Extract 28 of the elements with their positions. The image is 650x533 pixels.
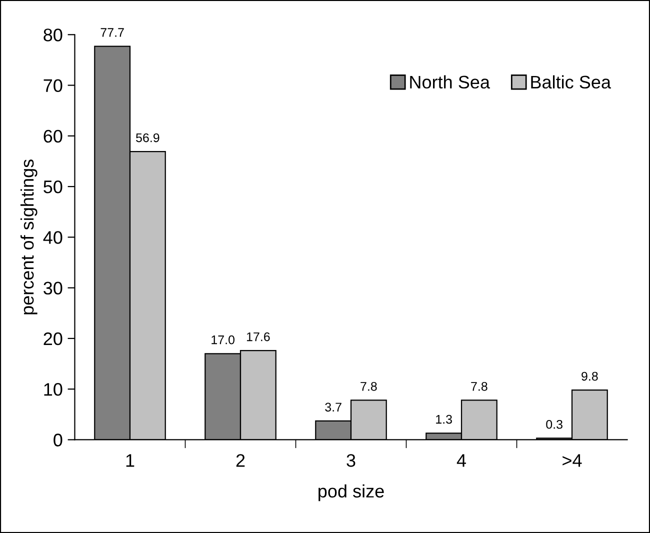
x-tick-label: 4 (456, 454, 466, 467)
data-label: 1.3 (436, 414, 452, 424)
data-label: 7.8 (360, 382, 377, 391)
data-label: 17.6 (246, 332, 270, 342)
data-label: 9.8 (582, 372, 598, 381)
legend-label: Baltic Sea (531, 75, 611, 89)
data-label: 77.7 (100, 28, 124, 37)
y-axis-title: percent of sightings (20, 160, 38, 314)
y-tick-label: 0 (54, 434, 62, 446)
y-tick-label: 40 (43, 231, 62, 244)
data-label: 7.8 (471, 382, 488, 391)
data-label: 3.7 (325, 402, 342, 412)
data-label: 17.0 (212, 335, 234, 344)
x-tick-label: 1 (126, 454, 134, 467)
y-tick-label: 80 (44, 28, 62, 42)
x-tick-label: 3 (346, 454, 356, 467)
x-tick-label: >4 (562, 454, 582, 467)
y-tick-label: 60 (44, 130, 62, 143)
y-tick-label: 70 (44, 79, 62, 92)
x-tick-label: 2 (236, 454, 245, 467)
legend-label: North Sea (410, 75, 490, 89)
x-axis-title: pod size (318, 484, 384, 502)
y-tick-label: 10 (44, 383, 62, 396)
y-tick-label: 30 (44, 282, 62, 295)
y-tick-label: 20 (44, 332, 62, 346)
data-label: 56.9 (136, 133, 160, 142)
data-label: 0.3 (546, 420, 562, 429)
y-tick-label: 50 (44, 180, 62, 194)
